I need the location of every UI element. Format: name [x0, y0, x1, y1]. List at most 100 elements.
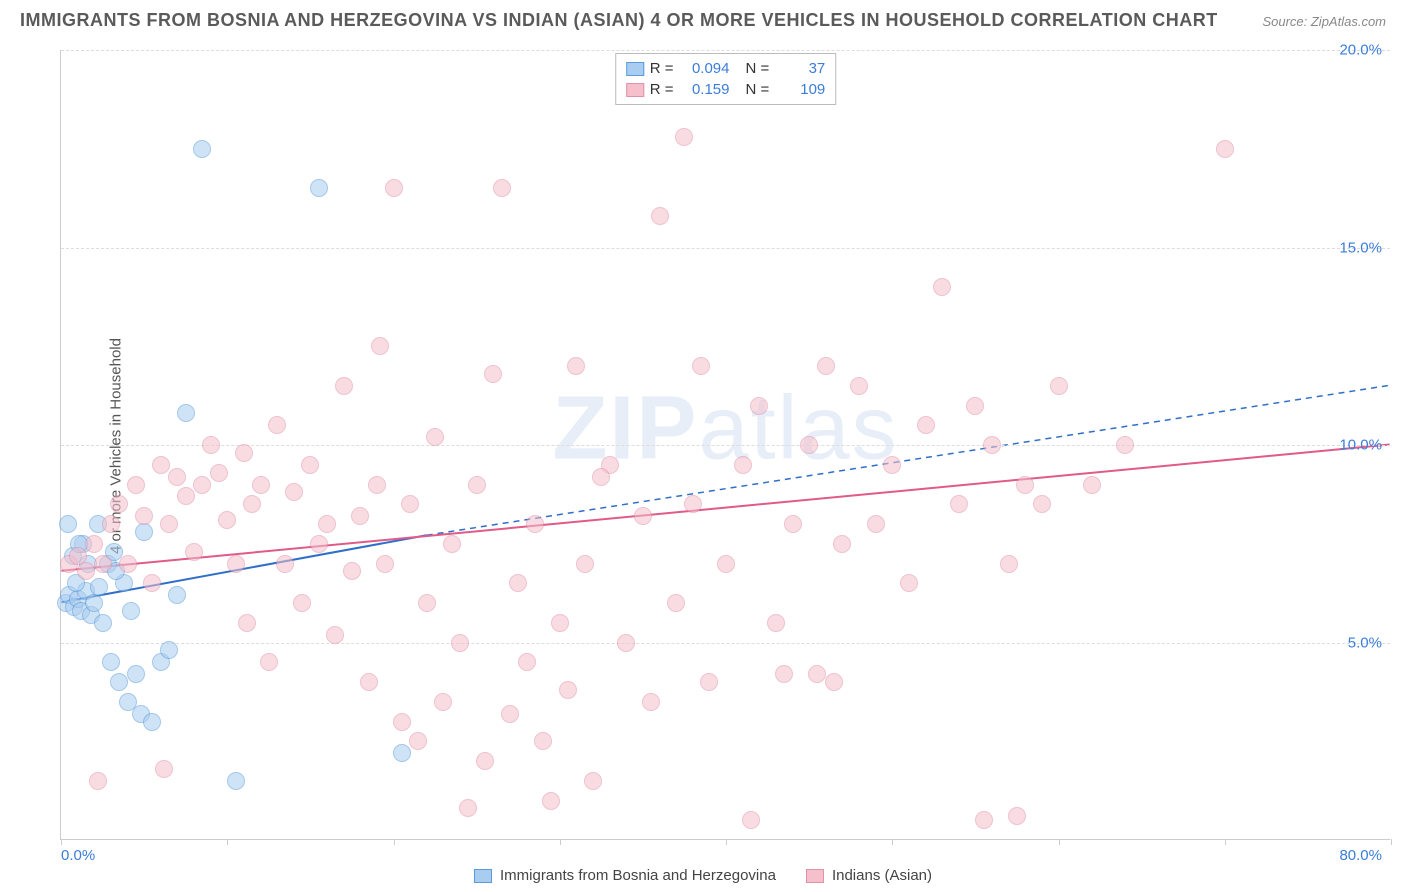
point-indian	[617, 634, 635, 652]
point-indian	[119, 555, 137, 573]
point-indian	[318, 515, 336, 533]
point-indian	[168, 468, 186, 486]
xtick	[227, 839, 228, 845]
point-indian	[185, 543, 203, 561]
point-indian	[675, 128, 693, 146]
point-indian	[418, 594, 436, 612]
point-indian	[343, 562, 361, 580]
legend-swatch	[474, 869, 492, 883]
point-indian	[77, 562, 95, 580]
point-indian	[576, 555, 594, 573]
point-indian	[567, 357, 585, 375]
xtick	[394, 839, 395, 845]
point-bosnia	[94, 614, 112, 632]
point-bosnia	[122, 602, 140, 620]
xtick	[1059, 839, 1060, 845]
stats-legend-box: R =0.094N =37R =0.159N =109	[615, 53, 837, 105]
ytick-label: 5.0%	[1348, 634, 1382, 651]
ytick-label: 10.0%	[1339, 437, 1382, 454]
point-indian	[700, 673, 718, 691]
point-indian	[1008, 807, 1026, 825]
point-indian	[401, 495, 419, 513]
legend-item: Indians (Asian)	[806, 867, 932, 884]
point-indian	[717, 555, 735, 573]
point-indian	[376, 555, 394, 573]
point-indian	[501, 705, 519, 723]
legend-item: Immigrants from Bosnia and Herzegovina	[474, 867, 776, 884]
point-indian	[825, 673, 843, 691]
point-indian	[850, 377, 868, 395]
point-bosnia	[110, 673, 128, 691]
point-indian	[1050, 377, 1068, 395]
point-indian	[518, 653, 536, 671]
point-indian	[526, 515, 544, 533]
point-indian	[260, 653, 278, 671]
xtick	[726, 839, 727, 845]
gridline	[61, 643, 1390, 644]
point-indian	[160, 515, 178, 533]
point-indian	[393, 713, 411, 731]
point-indian	[800, 436, 818, 454]
point-bosnia	[59, 515, 77, 533]
legend-label: Immigrants from Bosnia and Herzegovina	[500, 867, 776, 884]
point-indian	[85, 535, 103, 553]
point-indian	[202, 436, 220, 454]
point-indian	[584, 772, 602, 790]
legend-label: Indians (Asian)	[832, 867, 932, 884]
point-indian	[335, 377, 353, 395]
point-indian	[451, 634, 469, 652]
point-indian	[102, 515, 120, 533]
point-indian	[459, 799, 477, 817]
point-bosnia	[168, 586, 186, 604]
xtick-label-min: 0.0%	[61, 847, 95, 864]
point-indian	[775, 665, 793, 683]
point-bosnia	[127, 665, 145, 683]
point-indian	[326, 626, 344, 644]
point-indian	[434, 693, 452, 711]
point-indian	[243, 495, 261, 513]
point-indian	[817, 357, 835, 375]
point-indian	[808, 665, 826, 683]
legend-swatch	[626, 62, 644, 76]
point-bosnia	[143, 713, 161, 731]
point-indian	[1083, 476, 1101, 494]
point-indian	[110, 495, 128, 513]
point-indian	[983, 436, 1001, 454]
point-indian	[443, 535, 461, 553]
point-indian	[94, 555, 112, 573]
point-indian	[227, 555, 245, 573]
point-indian	[351, 507, 369, 525]
stat-n-label: N =	[746, 81, 770, 98]
point-indian	[360, 673, 378, 691]
point-bosnia	[393, 744, 411, 762]
point-bosnia	[310, 179, 328, 197]
point-indian	[155, 760, 173, 778]
point-indian	[734, 456, 752, 474]
point-indian	[368, 476, 386, 494]
point-bosnia	[135, 523, 153, 541]
gridline	[61, 445, 1390, 446]
xtick	[1391, 839, 1392, 845]
point-indian	[385, 179, 403, 197]
point-bosnia	[90, 578, 108, 596]
point-indian	[833, 535, 851, 553]
point-indian	[310, 535, 328, 553]
xtick-label-max: 80.0%	[1339, 847, 1382, 864]
point-bosnia	[227, 772, 245, 790]
point-indian	[152, 456, 170, 474]
bottom-legend: Immigrants from Bosnia and Herzegovina In…	[474, 867, 932, 884]
point-indian	[238, 614, 256, 632]
stats-row: R =0.094N =37	[626, 58, 826, 79]
point-indian	[592, 468, 610, 486]
stat-r-label: R =	[650, 60, 674, 77]
point-bosnia	[193, 140, 211, 158]
ytick-label: 15.0%	[1339, 239, 1382, 256]
point-indian	[135, 507, 153, 525]
point-indian	[1000, 555, 1018, 573]
point-indian	[684, 495, 702, 513]
point-indian	[651, 207, 669, 225]
point-indian	[218, 511, 236, 529]
point-indian	[89, 772, 107, 790]
trend-line-bosnia-extrapolated	[427, 385, 1390, 535]
point-indian	[950, 495, 968, 513]
